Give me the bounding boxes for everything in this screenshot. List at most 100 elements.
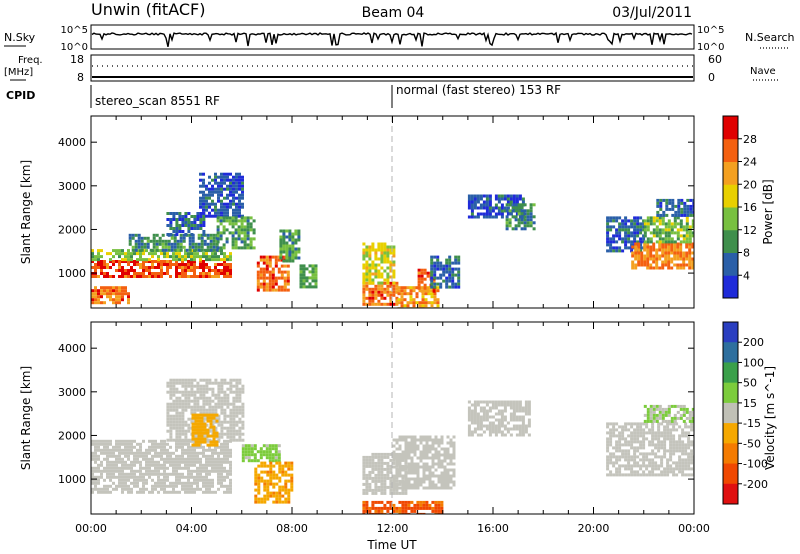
velocity-cell bbox=[241, 426, 245, 430]
velocity-cell bbox=[197, 425, 201, 429]
power-cell bbox=[166, 255, 169, 259]
power-cell bbox=[94, 286, 97, 290]
power-cell bbox=[130, 255, 133, 259]
power-cell bbox=[371, 290, 375, 294]
velocity-colorbar-label-tick: 200 bbox=[743, 336, 764, 349]
velocity-cell bbox=[266, 491, 270, 495]
velocity-cell bbox=[220, 384, 224, 388]
power-cell bbox=[386, 272, 390, 276]
power-cell bbox=[362, 263, 366, 267]
cpid-label: CPID bbox=[6, 89, 35, 102]
velocity-cell bbox=[175, 429, 179, 433]
velocity-cell bbox=[377, 485, 381, 489]
velocity-cell bbox=[197, 431, 201, 435]
velocity-cell bbox=[606, 464, 610, 468]
power-cell bbox=[691, 225, 694, 229]
velocity-cell bbox=[365, 503, 369, 507]
velocity-cell bbox=[200, 437, 204, 441]
power-cell bbox=[308, 282, 312, 286]
velocity-cell bbox=[212, 428, 216, 432]
power-cell bbox=[182, 239, 186, 243]
velocity-cell bbox=[166, 457, 169, 461]
velocity-cell bbox=[663, 428, 667, 432]
power-cell bbox=[383, 296, 387, 300]
velocity-colorbar-swatch bbox=[723, 362, 738, 384]
velocity-cell bbox=[606, 449, 610, 453]
velocity-cell bbox=[663, 446, 667, 450]
velocity-cell bbox=[473, 409, 477, 413]
power-cell bbox=[397, 298, 401, 302]
velocity-cell bbox=[241, 390, 245, 394]
power-cell bbox=[103, 272, 106, 275]
power-cell bbox=[181, 224, 185, 227]
power-cell bbox=[374, 248, 378, 252]
velocity-cell bbox=[422, 450, 426, 454]
velocity-cell bbox=[416, 471, 420, 475]
velocity-cell bbox=[178, 396, 182, 400]
velocity-cell bbox=[449, 480, 453, 484]
power-cell bbox=[265, 267, 269, 271]
power-cell bbox=[682, 234, 686, 238]
power-region bbox=[91, 286, 130, 305]
velocity-cell bbox=[181, 393, 185, 397]
velocity-cell bbox=[223, 420, 227, 424]
power-cell bbox=[94, 289, 97, 293]
power-cell bbox=[134, 245, 138, 249]
power-cell bbox=[199, 178, 202, 182]
velocity-cell bbox=[609, 440, 613, 444]
velocity-cell bbox=[681, 443, 685, 447]
power-cell bbox=[627, 240, 631, 244]
power-cell bbox=[615, 228, 619, 232]
velocity-cell bbox=[260, 497, 264, 501]
nsky-tick-bottom: 10^0 bbox=[61, 42, 88, 53]
power-cell bbox=[679, 242, 683, 246]
velocity-cell bbox=[181, 420, 185, 424]
velocity-cell bbox=[172, 384, 176, 388]
power-cell bbox=[664, 242, 668, 246]
power-cell bbox=[148, 269, 151, 272]
power-cell bbox=[160, 263, 163, 266]
power-cell bbox=[175, 258, 178, 262]
velocity-cell bbox=[187, 402, 191, 406]
velocity-cell bbox=[494, 424, 498, 428]
power-cell bbox=[283, 255, 287, 259]
velocity-cell bbox=[232, 435, 236, 439]
power-cell bbox=[231, 243, 235, 247]
power-cell bbox=[436, 276, 440, 280]
power-cell bbox=[118, 295, 121, 299]
velocity-cell bbox=[235, 414, 239, 418]
velocity-cell bbox=[606, 440, 610, 444]
velocity-cell bbox=[669, 470, 673, 474]
velocity-cell bbox=[124, 439, 127, 443]
velocity-cell bbox=[205, 454, 208, 458]
velocity-cell bbox=[681, 458, 685, 462]
velocity-cell bbox=[618, 464, 622, 468]
power-cell bbox=[160, 252, 163, 256]
velocity-cell bbox=[223, 442, 226, 446]
velocity-cell bbox=[157, 442, 160, 446]
power-cell bbox=[299, 264, 303, 268]
power-cell bbox=[661, 251, 665, 255]
velocity-cell bbox=[639, 434, 643, 438]
velocity-cell bbox=[215, 431, 219, 435]
power-cell bbox=[170, 248, 174, 252]
power-cell bbox=[178, 224, 182, 227]
power-cell bbox=[208, 214, 211, 218]
velocity-cell bbox=[145, 457, 148, 461]
velocity-cell bbox=[244, 447, 248, 451]
velocity-cell bbox=[479, 433, 483, 437]
power-cell bbox=[365, 260, 369, 264]
velocity-cell bbox=[163, 484, 166, 488]
velocity-cell bbox=[226, 393, 230, 397]
power-cell bbox=[418, 289, 422, 293]
power-colorbar-label: Power [dB] bbox=[761, 179, 775, 244]
velocity-cell bbox=[166, 408, 170, 412]
velocity-cell bbox=[278, 479, 282, 483]
velocity-cell bbox=[371, 452, 375, 456]
velocity-cell bbox=[187, 460, 190, 464]
power-cell bbox=[115, 269, 118, 272]
velocity-cell bbox=[226, 426, 230, 430]
power-cell bbox=[283, 264, 287, 268]
velocity-cell bbox=[187, 484, 190, 488]
power-cell bbox=[659, 207, 663, 211]
